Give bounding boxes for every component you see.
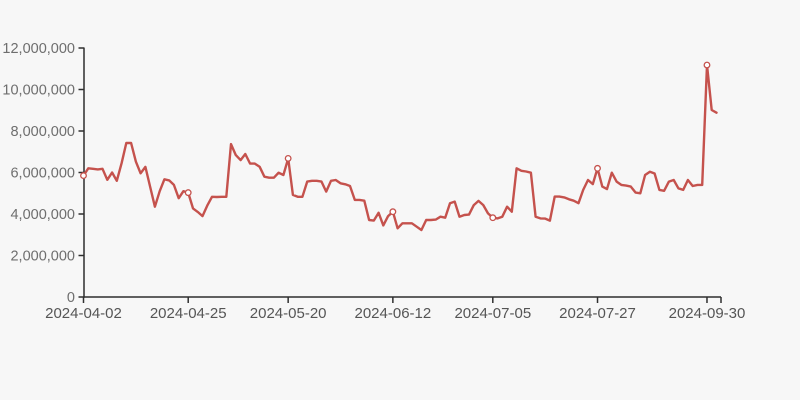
x-axis-tick-label: 2024-06-12 bbox=[354, 305, 431, 322]
data-point-marker[interactable] bbox=[80, 172, 87, 180]
y-axis-tick-label: 2,000,000 bbox=[10, 249, 75, 265]
data-point-marker[interactable] bbox=[184, 189, 192, 197]
y-axis-tick-label: 4,000,000 bbox=[10, 207, 75, 223]
y-axis-tick-label: 8,000,000 bbox=[10, 124, 75, 140]
data-point-marker[interactable] bbox=[594, 164, 601, 172]
x-axis-tick-label: 2024-07-27 bbox=[559, 305, 636, 322]
x-axis-tick-label: 2024-09-30 bbox=[669, 305, 746, 322]
y-axis-tick-label: 12,000,000 bbox=[2, 41, 75, 57]
x-axis-tick-label: 2024-07-05 bbox=[454, 305, 531, 322]
series-line[interactable] bbox=[82, 63, 718, 232]
x-axis-tick-label: 2024-04-25 bbox=[150, 305, 227, 322]
x-axis-tick-label: 2024-05-20 bbox=[250, 305, 327, 322]
y-axis-tick-label: 6,000,000 bbox=[10, 166, 75, 182]
data-point-marker[interactable] bbox=[489, 214, 497, 222]
data-point-marker[interactable] bbox=[389, 208, 397, 216]
x-axis-tick-label: 2024-04-02 bbox=[45, 305, 122, 322]
y-axis-tick-label: 0 bbox=[67, 290, 75, 306]
data-point-marker[interactable] bbox=[703, 61, 711, 69]
data-point-marker[interactable] bbox=[284, 154, 292, 162]
y-axis-tick-label: 10,000,000 bbox=[2, 83, 75, 99]
